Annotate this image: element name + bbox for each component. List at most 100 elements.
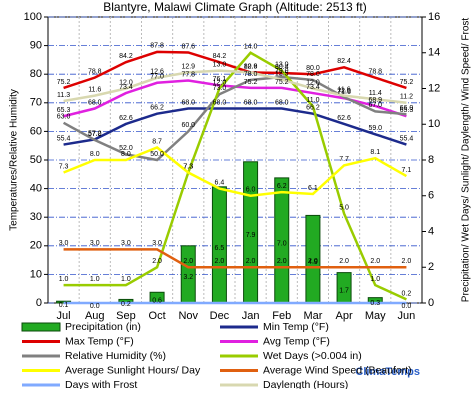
data-label: 13.0: [213, 61, 227, 68]
data-label: 75.2: [275, 79, 289, 86]
data-label: 78.0: [306, 71, 320, 78]
data-label: 3.2: [183, 274, 193, 281]
data-label: 3.0: [59, 240, 69, 247]
data-label: 73.4: [306, 84, 320, 91]
data-label: 2.0: [246, 258, 256, 265]
data-label: 75.2: [57, 79, 71, 86]
data-label: 87.8: [150, 43, 164, 50]
y-tick-label: 60: [30, 125, 42, 137]
y-tick-label: 30: [30, 211, 42, 223]
x-tick-label: Mar: [303, 310, 322, 322]
data-label: 65.3: [400, 107, 414, 114]
y-tick-label: 20: [30, 240, 42, 252]
data-label: 11.3: [57, 92, 70, 99]
chart-title: Blantyre, Malawi Climate Graph (Altitude…: [103, 0, 366, 14]
data-label: 11.4: [369, 90, 382, 97]
data-label: 55.4: [400, 135, 414, 142]
data-label: 1.7: [339, 288, 349, 295]
y2-tick-label: 4: [428, 225, 434, 237]
data-label: 77.8: [181, 71, 195, 78]
data-label: 76.1: [213, 76, 227, 83]
data-label: 7.3: [59, 163, 69, 170]
data-label: 68.0: [244, 99, 258, 106]
data-label: 3.0: [90, 240, 100, 247]
data-label: 78.8: [368, 68, 382, 75]
data-label: 82.4: [337, 58, 351, 65]
data-label: 66.2: [306, 105, 320, 112]
data-label: 0.0: [90, 303, 100, 310]
data-label: 0.1: [59, 302, 69, 309]
data-label: 57.2: [88, 130, 102, 137]
y2-axis-title: Precipitation/ Wet Days/ Sunlight/ Dayle…: [461, 18, 472, 303]
legend-label: Wet Days (>0.004 in): [263, 350, 362, 362]
data-label: 57.0: [88, 131, 102, 138]
data-label: 7.9: [246, 232, 256, 239]
data-label: 59.0: [368, 125, 382, 132]
data-label: 1.0: [90, 276, 100, 283]
x-tick-label: Sep: [116, 310, 136, 322]
x-tick-label: Jun: [398, 310, 416, 322]
brand: ClimaTemps: [355, 366, 420, 378]
data-label: 8.7: [152, 138, 162, 145]
data-label: 8.0: [90, 151, 100, 158]
data-label: 2.0: [215, 258, 225, 265]
data-label: 2.0: [183, 258, 193, 265]
data-label: 7.1: [402, 167, 412, 174]
x-tick-label: Nov: [178, 310, 198, 322]
data-label: 2.0: [152, 258, 162, 265]
data-label: 2.0: [339, 258, 349, 265]
data-label: 63.0: [57, 114, 71, 121]
data-label: 84.2: [119, 53, 133, 60]
data-label: 13.0: [275, 61, 289, 68]
data-label: 52.0: [119, 145, 133, 152]
legend-label: Precipitation (in): [65, 321, 141, 333]
line: [63, 107, 407, 146]
y2-tick-label: 2: [428, 261, 434, 273]
data-label: 62.6: [119, 115, 133, 122]
data-label: 2.0: [370, 258, 380, 265]
y-tick-label: 50: [30, 154, 42, 166]
data-label: 73.0: [213, 85, 227, 92]
x-tick-label: Aug: [85, 310, 105, 322]
y-tick-label: 80: [30, 68, 42, 80]
data-label: 3.0: [152, 240, 162, 247]
data-label: 73.4: [119, 84, 133, 91]
data-label: 0.2: [121, 301, 131, 308]
data-label: 6.4: [215, 179, 225, 186]
data-label: 80.4: [275, 64, 289, 71]
legend-label: Relative Humidity (%): [65, 350, 166, 362]
y2-tick-label: 16: [428, 11, 440, 23]
data-label: 71.6: [337, 89, 351, 96]
data-label: 0.0: [402, 303, 412, 310]
x-tick-label: Jan: [242, 310, 260, 322]
x-tick-label: Dec: [210, 310, 230, 322]
data-label: 6.5: [215, 245, 225, 252]
data-label: 75.2: [400, 79, 414, 86]
data-label: 68.9: [368, 97, 382, 104]
legend-label: Min Temp (°F): [263, 321, 329, 333]
data-label: 66.2: [150, 105, 164, 112]
data-label: 5.0: [339, 204, 349, 211]
data-label: 50.0: [150, 151, 164, 158]
data-label: 1.0: [121, 276, 131, 283]
data-label: 87.6: [181, 43, 195, 50]
data-label: 62.6: [337, 115, 351, 122]
data-label: 6.2: [277, 183, 287, 190]
data-label: 1.0: [59, 276, 69, 283]
data-label: 80.6: [244, 63, 258, 70]
data-label: 8.0: [121, 151, 131, 158]
data-label: 11.0: [306, 97, 319, 104]
data-label: 6.1: [308, 185, 318, 192]
data-label: 84.2: [213, 53, 227, 60]
data-label: 78.0: [244, 71, 258, 78]
data-label: 1.0: [370, 276, 380, 283]
data-label: 8.1: [370, 149, 380, 156]
line: [63, 146, 408, 198]
data-label: 0.6: [152, 297, 162, 304]
data-label: 12.6: [150, 69, 164, 76]
data-label: 77.0: [150, 74, 164, 81]
data-label: 12.0: [213, 79, 227, 86]
y-axis-title: Temperatures/Relative Humidity: [9, 89, 20, 231]
x-tick-label: Feb: [272, 310, 291, 322]
y2-tick-label: 14: [428, 47, 440, 59]
